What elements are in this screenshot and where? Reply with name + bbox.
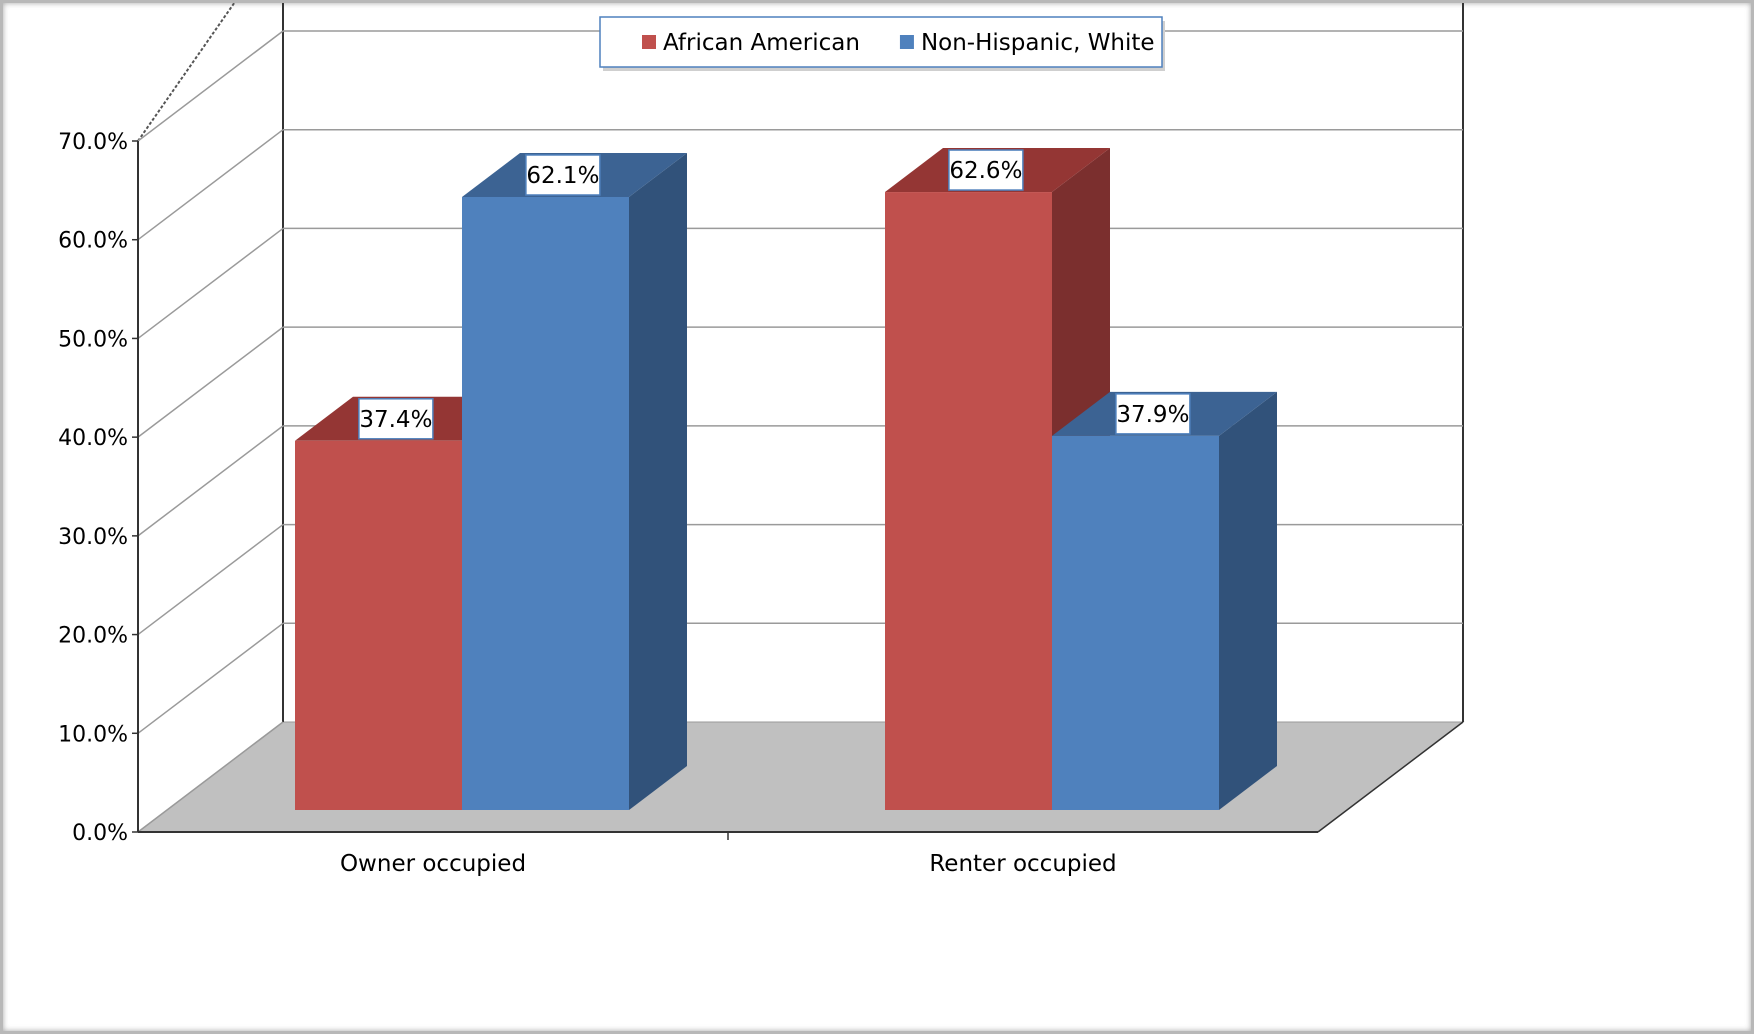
data-label-text: 37.4% (359, 407, 432, 433)
side-gridline (137, 425, 284, 537)
y-tick-label: 60.0% (58, 229, 128, 254)
data-label: 62.6% (948, 149, 1024, 191)
data-label: 62.1% (525, 154, 601, 196)
bar-front-face (295, 440, 462, 810)
floor-right-edge (1317, 721, 1464, 833)
data-label-box (525, 154, 601, 196)
legend-item: African American (642, 30, 860, 56)
data-label-box (948, 149, 1024, 191)
legend-box (599, 16, 1163, 68)
chart-svg: 0.0% 10.0% 20.0% 30.0% 40.0% 50.0% 60.0% 70.0% O… (58, 3, 1465, 877)
bar-side-face (629, 152, 687, 811)
chart-data-labels: 37.4% 62.1% 62.6% 37.9% (358, 149, 1191, 440)
side-gridline (137, 622, 284, 734)
data-label: 37.9% (1115, 393, 1191, 435)
side-wall-top-edge (137, 3, 236, 142)
y-tick-label: 0.0% (72, 821, 128, 846)
legend-swatch (642, 35, 656, 49)
bar-non-hispanic-white-owner (462, 152, 687, 811)
x-tick-label: Renter occupied (929, 851, 1116, 877)
data-label-box (1115, 393, 1191, 435)
side-gridline (137, 326, 284, 438)
bar-non-hispanic-white-renter (1052, 391, 1277, 810)
y-tick-label: 10.0% (58, 722, 128, 747)
legend-item: Non-Hispanic, White (899, 30, 1155, 56)
y-tick-label: 30.0% (58, 525, 128, 550)
side-gridline (137, 129, 284, 241)
bar-front-face (885, 192, 1052, 810)
chart-legend: African American Non-Hispanic, White (599, 16, 1165, 71)
data-label-box (358, 398, 434, 440)
chart-bars (295, 148, 1277, 811)
chart-axes: 0.0% 10.0% 20.0% 30.0% 40.0% 50.0% 60.0% 70.0% O… (58, 130, 1464, 877)
y-tick-label: 70.0% (58, 130, 128, 155)
side-gridline (137, 227, 284, 340)
data-label-text: 37.9% (1116, 402, 1189, 428)
data-label-text: 62.6% (949, 158, 1022, 184)
legend-label: Non-Hispanic, White (921, 30, 1155, 56)
bar-side-face (1219, 391, 1277, 810)
y-tick-label: 50.0% (58, 327, 128, 352)
y-tick-label: 20.0% (58, 624, 128, 649)
side-gridline (137, 523, 284, 636)
bar-front-face (462, 196, 629, 811)
x-tick-label: Owner occupied (340, 851, 526, 877)
legend-label: African American (663, 30, 860, 56)
data-label: 37.4% (358, 398, 434, 440)
bar-front-face (1052, 435, 1219, 810)
side-gridline (137, 721, 284, 833)
data-label-text: 62.1% (526, 163, 599, 189)
legend-swatch (899, 35, 914, 49)
side-gridline (137, 30, 284, 142)
y-tick-label: 40.0% (58, 426, 128, 451)
